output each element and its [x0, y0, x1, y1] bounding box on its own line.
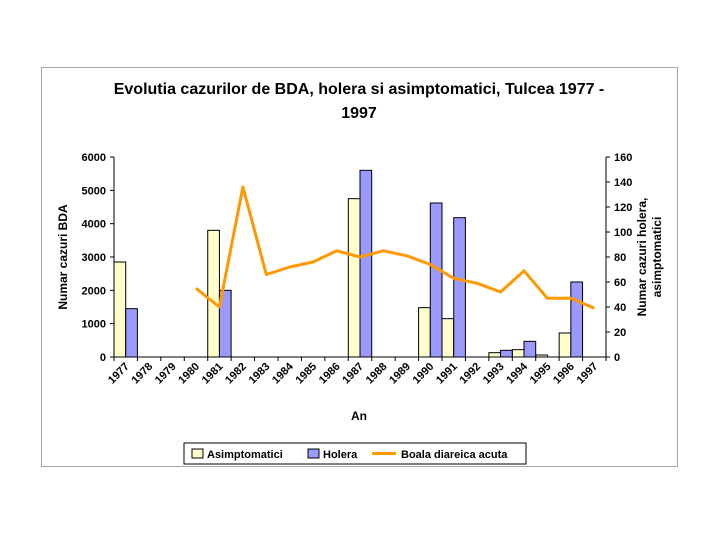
bar-holera	[359, 169, 373, 358]
y-tick-label: 3000	[82, 252, 106, 264]
y2-tick-label: 20	[614, 327, 626, 339]
bar-holera	[523, 340, 537, 358]
bars	[113, 169, 584, 358]
x-tick-label: 1996	[551, 361, 577, 387]
y2-tick-label: 100	[614, 227, 632, 239]
x-tick-label: 1981	[200, 361, 226, 387]
y-tick-label: 0	[100, 352, 106, 364]
x-axis-label: An	[351, 409, 367, 423]
legend-label-holera: Holera	[323, 449, 358, 461]
y2-tick-label: 140	[614, 177, 632, 189]
bar-asimptomatici	[488, 352, 502, 358]
x-tick-label: 1985	[293, 361, 319, 387]
chart-title-line1: Evolutia cazurilor de BDA, holera si asi…	[114, 81, 605, 98]
bar-holera	[500, 349, 513, 358]
x-tick-label: 1993	[481, 361, 507, 387]
y-tick-label: 6000	[82, 152, 106, 164]
legend: Asimptomatici Holera Boala diareica acut…	[183, 442, 527, 465]
y2-tick-label: 40	[614, 302, 626, 314]
y2-tick-label: 120	[614, 202, 632, 214]
bar-asimptomatici	[511, 349, 525, 358]
bar-asimptomatici	[347, 198, 361, 358]
x-tick-label: 1983	[247, 361, 273, 387]
y-ticks-left: 0 1000 2000 3000 4000 5000 6000	[82, 152, 114, 364]
legend-swatch-asimptomatici	[191, 448, 204, 459]
x-tick-label: 1997	[575, 361, 601, 387]
bar-asimptomatici	[207, 229, 220, 358]
chart-svg: Evolutia cazurilor de BDA, holera si asi…	[56, 81, 664, 465]
chart-frame: Evolutia cazurilor de BDA, holera si asi…	[41, 67, 678, 467]
y2-tick-label: 160	[614, 152, 632, 164]
y-axis-label: Numar cazuri BDA	[56, 204, 70, 310]
chart-title-line2: 1997	[341, 105, 377, 122]
x-tick-label: 1986	[317, 361, 343, 387]
bar-asimptomatici	[558, 332, 572, 358]
y2-axis-label-line1: Numar cazuri holera,	[635, 198, 649, 317]
legend-box	[183, 442, 527, 465]
x-tick-label: 1978	[129, 361, 155, 387]
bar-holera	[429, 202, 443, 358]
bar-asimptomatici	[441, 318, 455, 358]
legend-swatch-holera	[307, 448, 320, 459]
bar-asimptomatici	[535, 354, 548, 358]
y2-axis-label-line2: asimptomatici	[650, 217, 664, 298]
y-tick-label: 4000	[82, 219, 106, 231]
x-tick-label: 1992	[457, 361, 483, 387]
x-tick-label: 1991	[434, 361, 460, 387]
y-ticks-right: 0 20 40 60 80 100 120 140 160	[606, 152, 632, 364]
legend-label-bda: Boala diareica acuta	[401, 449, 508, 461]
bar-asimptomatici	[418, 307, 431, 358]
x-tick-label: 1988	[364, 361, 390, 387]
x-tick-label: 1990	[411, 361, 437, 387]
y2-tick-label: 60	[614, 277, 626, 289]
y-tick-label: 1000	[82, 319, 106, 331]
y-tick-label: 2000	[82, 285, 106, 297]
x-tick-label: 1977	[106, 361, 132, 387]
bar-holera	[570, 281, 584, 358]
y2-tick-label: 80	[614, 252, 626, 264]
x-ticks: 1977197819791980198119821983198419851986…	[106, 357, 607, 387]
x-tick-label: 1987	[340, 361, 366, 387]
x-tick-label: 1979	[153, 361, 179, 387]
line-series	[195, 185, 595, 310]
y-tick-label: 5000	[82, 185, 106, 197]
y2-tick-label: 0	[614, 352, 620, 364]
legend-label-asimptomatici: Asimptomatici	[207, 449, 283, 461]
x-tick-label: 1994	[504, 360, 530, 386]
x-tick-label: 1989	[387, 361, 413, 387]
bar-holera	[218, 289, 232, 358]
x-tick-label: 1982	[223, 361, 249, 387]
x-tick-label: 1995	[528, 361, 554, 387]
line-boala-diareica-acuta	[195, 185, 595, 310]
bar-holera	[125, 308, 138, 358]
bar-holera	[453, 217, 466, 358]
x-tick-label: 1980	[176, 361, 202, 387]
bar-asimptomatici	[113, 261, 127, 358]
x-tick-label: 1984	[270, 360, 296, 386]
